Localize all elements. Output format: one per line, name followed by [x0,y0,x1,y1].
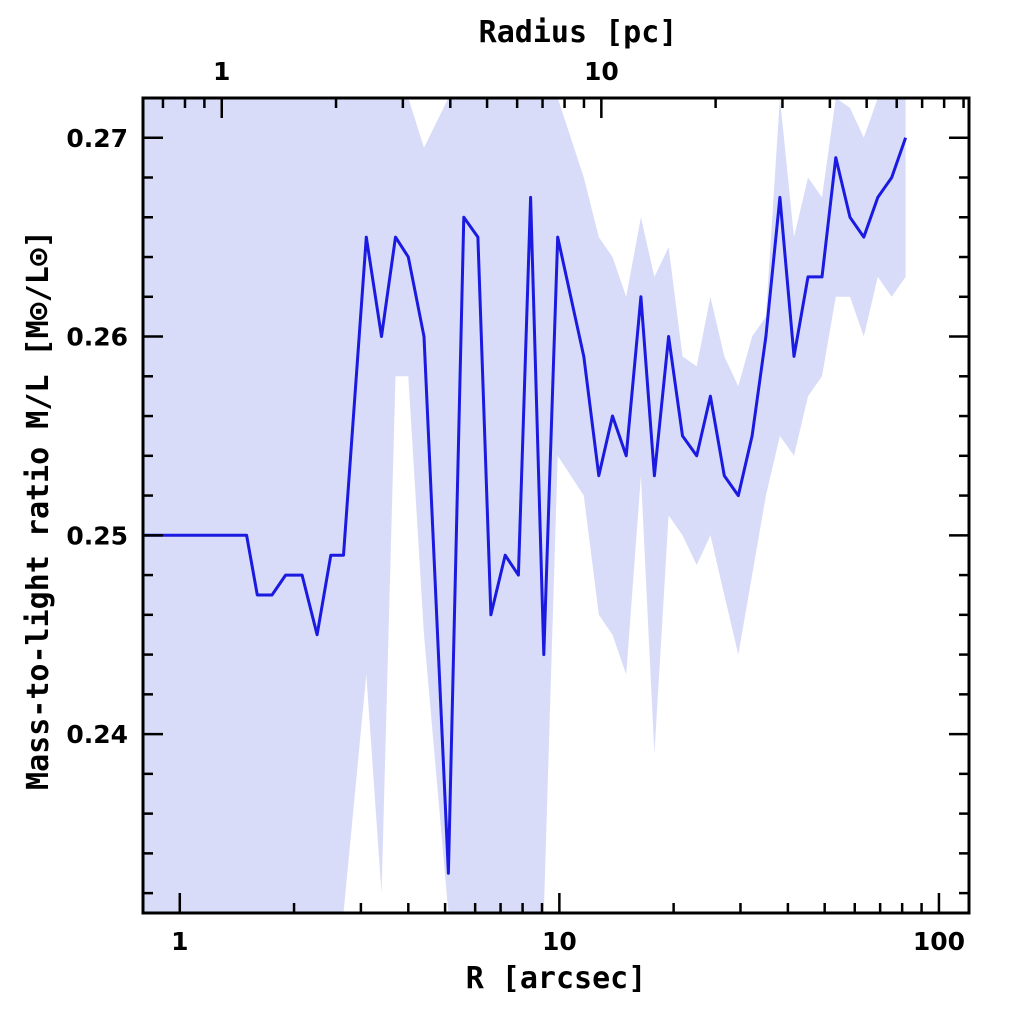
series-line-0 [143,137,908,875]
y-tick-label: 0.24 [66,720,128,749]
x2-tick-label: 10 [584,57,619,86]
plot-frame [141,96,971,915]
top-axis-label: Radius [pc] [479,15,678,50]
x-tick-label: 10 [542,927,577,956]
y-tick-label: 0.26 [66,323,128,352]
series-line-layer [143,137,908,875]
x-tick-label: 1 [171,927,188,956]
error-band-layer [143,98,906,913]
tick-layer [143,96,969,913]
x-axis-label: R [arcsec] [466,961,647,996]
tick-label-layer: 1 10 100 1 10 0.24 0.25 0.26 0.27 [66,57,965,956]
x-tick-label: 100 [913,927,965,956]
x2-tick-label: 1 [213,57,230,86]
y-tick-label: 0.25 [66,521,128,550]
error-band-0 [143,98,906,913]
y-tick-label: 0.27 [66,124,128,153]
y-axis-label: Mass-to-light ratio M/L [M⊙/L⊙] [21,230,56,790]
